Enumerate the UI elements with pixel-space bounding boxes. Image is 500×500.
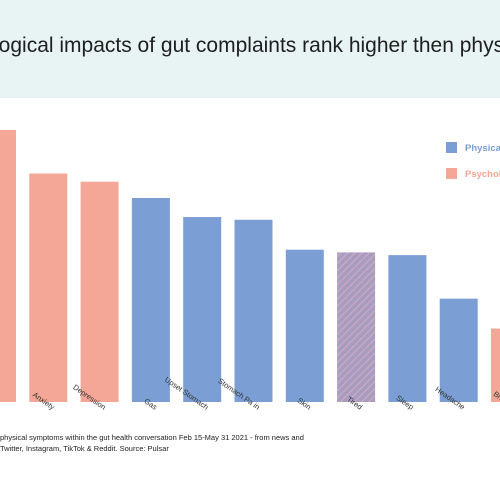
bar-first: [0, 130, 16, 402]
bar-brain-fo: [491, 328, 500, 402]
bar-skin: [285, 249, 324, 402]
bar-stomach-pa-in: [234, 219, 273, 402]
bar-sleep: [388, 255, 427, 402]
bar-gas: [131, 198, 170, 402]
footnote-line-1: physical symptoms within the gut health …: [0, 433, 304, 442]
legend-label: Physical: [465, 143, 500, 154]
bar-headache: [439, 298, 478, 402]
bar-tired: [337, 252, 376, 402]
footnote: physical symptoms within the gut health …: [0, 432, 500, 454]
title-banner: logical impacts of gut complaints rank h…: [0, 0, 500, 98]
chart-title: logical impacts of gut complaints rank h…: [0, 34, 500, 57]
bar-chart: Anxiety Depression Gas Upset Stomach Stomach…: [0, 130, 500, 412]
legend-swatch: [446, 168, 457, 179]
bar-anxiety: [29, 173, 68, 402]
bar-upset-stomach: [183, 217, 222, 402]
legend-label: Psycholo: [465, 169, 500, 180]
legend-swatch: [446, 142, 457, 153]
bar-depression: [80, 181, 119, 402]
footnote-line-2: Twitter, Instagram, TikTok & Reddit. Sou…: [0, 444, 169, 453]
